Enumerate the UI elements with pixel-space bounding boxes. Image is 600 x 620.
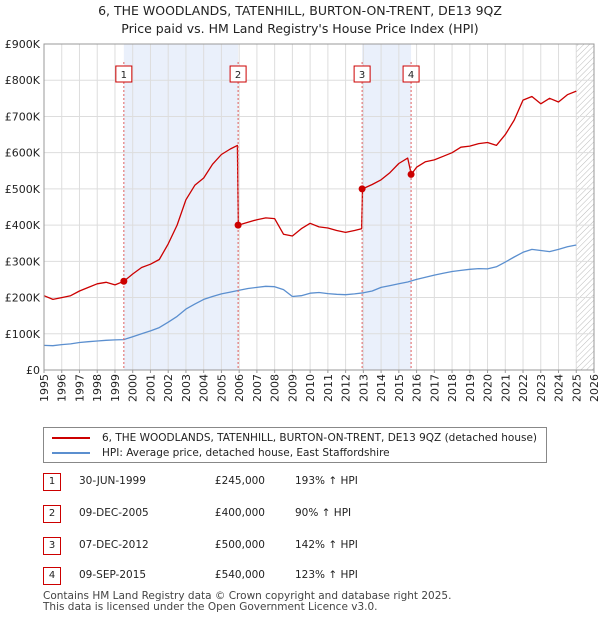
x-tick-label: 2000	[127, 374, 140, 402]
x-tick-label: 2007	[251, 374, 264, 402]
y-tick-label: £400K	[5, 219, 41, 232]
x-tick-label: 1997	[73, 374, 86, 402]
legend: 6, THE WOODLANDS, TATENHILL, BURTON-ON-T…	[43, 427, 547, 463]
sale-marker-label: 2	[235, 70, 241, 81]
sale-point	[407, 170, 415, 178]
transaction-badge: 4	[43, 567, 61, 585]
x-tick-label: 2018	[446, 374, 459, 402]
y-tick-label: £700K	[5, 110, 41, 123]
legend-item-hpi: HPI: Average price, detached house, East…	[52, 446, 390, 460]
table-row: 4 09-SEP-2015 £540,000 123% ↑ HPI	[43, 567, 463, 585]
table-row: 2 09-DEC-2005 £400,000 90% ↑ HPI	[43, 505, 463, 523]
transaction-hpi: 193% ↑ HPI	[295, 475, 358, 487]
x-tick-label: 2019	[464, 374, 477, 402]
transaction-hpi: 123% ↑ HPI	[295, 569, 358, 581]
sale-marker-box	[115, 65, 133, 83]
price-chart: 1 2 3 4 £0 £100K £200K £300K £400K £500K £600K £70…	[5, 38, 600, 402]
transaction-date: 09-SEP-2015	[79, 569, 147, 581]
transaction-badge: 1	[43, 473, 61, 491]
x-tick-label: 2016	[411, 374, 424, 402]
sale-marker-box	[229, 65, 247, 83]
footer: Contains HM Land Registry data © Crown c…	[43, 591, 451, 613]
x-tick-label: 2017	[428, 374, 441, 402]
legend-item-property: 6, THE WOODLANDS, TATENHILL, BURTON-ON-T…	[52, 431, 537, 445]
chart-title-line-2: Price paid vs. HM Land Registry's House …	[121, 21, 479, 36]
y-tick-label: £900K	[5, 38, 41, 51]
plot-border	[43, 43, 595, 371]
legend-label-hpi: HPI: Average price, detached house, East…	[102, 447, 390, 459]
x-tick-label: 2020	[482, 374, 495, 402]
footer-licence: This data is licensed under the Open Gov…	[43, 601, 378, 613]
sale-marker-label: 1	[121, 70, 127, 81]
transaction-price: £400,000	[214, 507, 265, 519]
x-tick-label: 2003	[180, 374, 193, 402]
sale-point	[120, 277, 128, 285]
transaction-price: £500,000	[214, 539, 265, 551]
x-tick-label: 2025	[570, 374, 583, 402]
x-tick-label: 2010	[304, 374, 317, 402]
transaction-badge: 3	[43, 537, 61, 555]
x-tick-label: 2001	[144, 374, 157, 402]
property-price-line	[43, 90, 577, 301]
ownership-period-shade	[123, 44, 239, 370]
sale-point	[358, 185, 366, 193]
x-tick-label: 2008	[269, 374, 282, 402]
transaction-hpi: 142% ↑ HPI	[295, 539, 358, 551]
x-tick-label: 1999	[109, 374, 122, 402]
x-tick-label: 2015	[393, 374, 406, 402]
x-tick-label: 2004	[198, 374, 211, 402]
footer-copyright: Contains HM Land Registry data © Crown c…	[43, 590, 452, 602]
sale-marker-label: 4	[408, 70, 414, 81]
x-tick-label: 2013	[357, 374, 370, 402]
legend-swatch-property	[52, 437, 90, 439]
chart-title-line-1: 6, THE WOODLANDS, TATENHILL, BURTON-ON-T…	[98, 3, 502, 18]
table-row: 1 30-JUN-1999 £245,000 193% ↑ HPI	[43, 473, 463, 491]
y-tick-label: £500K	[5, 183, 41, 196]
x-tick-label: 2009	[286, 374, 299, 402]
sale-marker-label: 3	[359, 70, 365, 81]
table-row: 3 07-DEC-2012 £500,000 142% ↑ HPI	[43, 537, 463, 555]
transaction-hpi: 90% ↑ HPI	[295, 507, 352, 519]
transaction-price: £245,000	[214, 475, 265, 487]
x-tick-label: 1998	[91, 374, 104, 402]
x-tick-label: 2014	[375, 374, 388, 402]
x-tick-label: 2002	[162, 374, 175, 402]
legend-swatch-hpi	[52, 452, 90, 454]
transaction-date: 07-DEC-2012	[79, 539, 149, 551]
transaction-date: 30-JUN-1999	[79, 475, 146, 487]
sale-marker-box	[353, 65, 371, 83]
x-tick-label: 2021	[499, 374, 512, 402]
transaction-badge: 2	[43, 505, 61, 523]
x-tick-label: 2006	[233, 374, 246, 402]
y-tick-label: £300K	[5, 255, 41, 268]
x-tick-label: 2023	[535, 374, 548, 402]
transaction-date: 09-DEC-2005	[79, 507, 149, 519]
y-tick-label: £800K	[5, 74, 41, 87]
x-tick-label: 2026	[588, 374, 600, 402]
y-tick-label: £200K	[5, 292, 41, 305]
y-tick-label: £100K	[5, 328, 41, 341]
x-tick-label: 2012	[340, 374, 353, 402]
x-tick-label: 2022	[517, 374, 530, 402]
chart-title: 6, THE WOODLANDS, TATENHILL, BURTON-ON-T…	[0, 2, 600, 38]
x-tick-label: 2011	[322, 374, 335, 402]
x-tick-label: 2024	[553, 374, 566, 402]
forecast-hatch	[576, 44, 594, 370]
y-tick-label: £600K	[5, 147, 41, 160]
x-tick-label: 1996	[56, 374, 69, 402]
sale-point	[234, 221, 242, 229]
sale-marker-box	[402, 65, 420, 83]
ownership-period-shade	[362, 44, 412, 370]
y-tick-label: £0	[26, 364, 40, 377]
x-tick-label: 2005	[215, 374, 228, 402]
transaction-price: £540,000	[214, 569, 265, 581]
hpi-line	[43, 244, 577, 347]
legend-label-property: 6, THE WOODLANDS, TATENHILL, BURTON-ON-T…	[102, 432, 538, 444]
x-tick-label: 1995	[38, 374, 51, 402]
